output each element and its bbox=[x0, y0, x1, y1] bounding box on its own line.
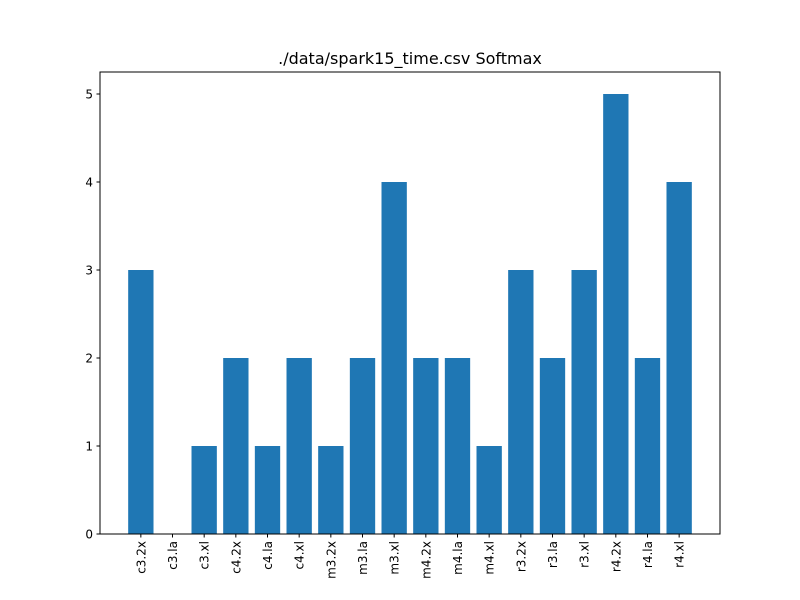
x-tick-label: c3.la bbox=[166, 541, 180, 570]
bar-c4-2x bbox=[223, 358, 249, 534]
y-axis: 0 1 2 3 4 5 bbox=[85, 88, 100, 542]
bar-m3-xl bbox=[381, 182, 407, 534]
bar-r3-la bbox=[539, 358, 566, 534]
x-tick-label: r3.la bbox=[546, 541, 560, 568]
bar-r4-xl bbox=[666, 182, 692, 534]
x-tick-label: r4.2x bbox=[609, 541, 623, 572]
x-tick-label: c3.xl bbox=[198, 541, 212, 569]
x-tick-label: c4.xl bbox=[293, 541, 307, 569]
y-tick-label: 0 bbox=[85, 528, 93, 542]
x-tick-label: r3.xl bbox=[578, 541, 592, 568]
bar-c4-xl bbox=[286, 358, 312, 534]
bar-r4-2x bbox=[603, 94, 629, 534]
bar-c4-la bbox=[254, 446, 281, 534]
y-tick-label: 1 bbox=[85, 440, 93, 454]
x-axis: c3.2x c3.la c3.xl c4.2x c4.la c4.xl m3.2x m3.la… bbox=[134, 534, 687, 579]
bar-r3-xl bbox=[571, 270, 597, 534]
bar-m4-xl bbox=[476, 446, 502, 534]
x-tick-label: r4.la bbox=[641, 541, 655, 568]
bar-c3-xl bbox=[191, 446, 217, 534]
y-tick-label: 3 bbox=[85, 264, 93, 278]
bar-r4-la bbox=[634, 358, 661, 534]
bar-m3-la bbox=[349, 358, 376, 534]
bars bbox=[128, 94, 692, 534]
bar-m4-la bbox=[444, 358, 471, 534]
y-tick-label: 5 bbox=[85, 88, 93, 102]
chart-title: ./data/spark15_time.csv Softmax bbox=[278, 49, 542, 69]
bar-m3-2x bbox=[318, 446, 344, 534]
bar-c3-2x bbox=[128, 270, 154, 534]
x-tick-label: r4.xl bbox=[673, 541, 687, 568]
y-tick-label: 4 bbox=[85, 176, 93, 190]
x-tick-label: r3.2x bbox=[514, 541, 528, 572]
x-tick-label: c4.2x bbox=[229, 541, 243, 574]
x-tick-label: c3.2x bbox=[134, 541, 148, 574]
x-tick-label: c4.la bbox=[261, 541, 275, 570]
x-tick-label: m3.xl bbox=[388, 541, 402, 575]
y-tick-label: 2 bbox=[85, 352, 93, 366]
x-tick-label: m3.la bbox=[356, 541, 370, 575]
plot-frame bbox=[99, 71, 721, 535]
bar-r3-2x bbox=[508, 270, 534, 534]
x-tick-label: m4.xl bbox=[483, 541, 497, 575]
x-tick-label: m3.2x bbox=[324, 541, 338, 579]
x-tick-label: m4.2x bbox=[419, 541, 433, 579]
x-tick-label: m4.la bbox=[451, 541, 465, 575]
bar-m4-2x bbox=[413, 358, 439, 534]
